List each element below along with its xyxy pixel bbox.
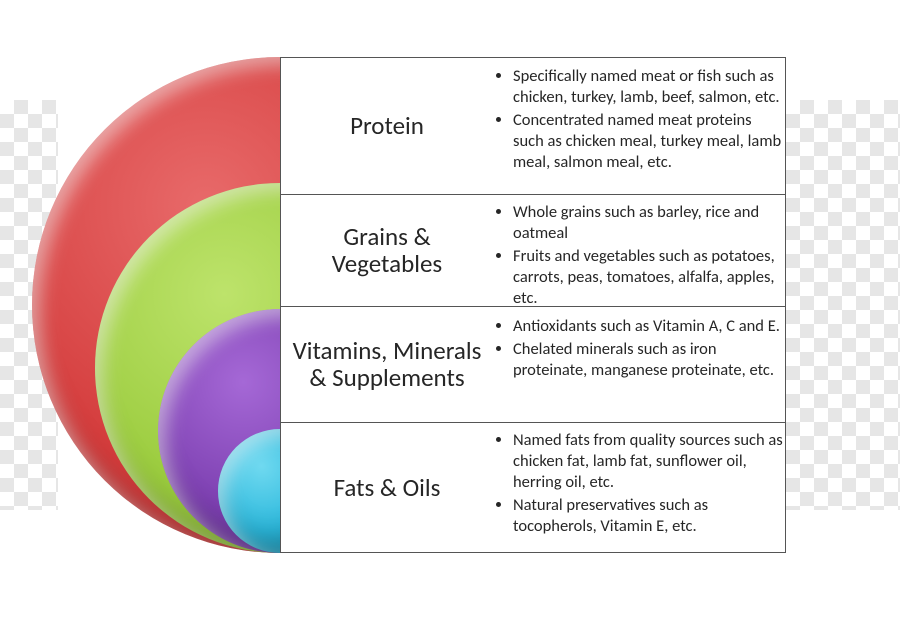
- bullet: Concentrated named meat proteins such as…: [513, 110, 783, 173]
- arc-clip: [0, 0, 280, 620]
- row-detail-protein: Specifically named meat or fish such as …: [495, 66, 783, 176]
- bullet: Whole grains such as barley, rice and oa…: [513, 202, 783, 244]
- bullet: Antioxidants such as Vitamin A, C and E.: [513, 316, 783, 337]
- row-title-fats: Fats & Oils: [281, 422, 493, 554]
- diagram-stage: Protein Specifically named meat or fish …: [0, 0, 900, 620]
- bullet: Fruits and vegetables such as potatoes, …: [513, 246, 783, 309]
- row-title-protein: Protein: [281, 58, 493, 194]
- checker-right: [786, 100, 900, 510]
- row-detail-vitamins: Antioxidants such as Vitamin A, C and E.…: [495, 316, 783, 383]
- row-detail-fats: Named fats from quality sources such as …: [495, 430, 783, 540]
- bullet: Natural preservatives such as tocopherol…: [513, 495, 783, 537]
- bullet: Specifically named meat or fish such as …: [513, 66, 783, 108]
- row-title-grains: Grains & Vegetables: [281, 194, 493, 306]
- bullet: Named fats from quality sources such as …: [513, 430, 783, 493]
- bullet: Chelated minerals such as iron proteinat…: [513, 339, 783, 381]
- row-detail-grains: Whole grains such as barley, rice and oa…: [495, 202, 783, 312]
- nutrition-table: Protein Specifically named meat or fish …: [280, 57, 786, 553]
- row-title-vitamins: Vitamins, Minerals & Supplements: [281, 306, 493, 422]
